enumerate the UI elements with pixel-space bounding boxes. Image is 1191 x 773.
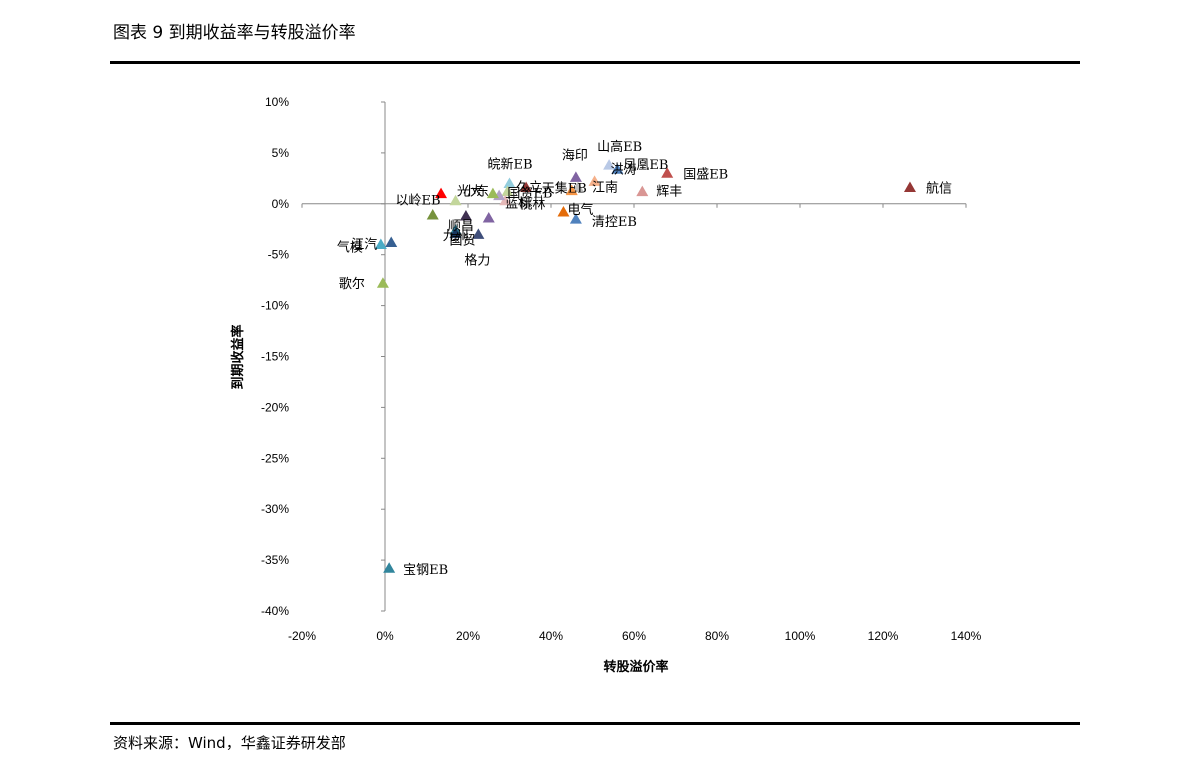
y-tick-label: 10% [265,95,289,109]
data-point [503,177,516,188]
data-point [903,181,916,193]
data-point [385,236,398,247]
point-label: 国盛EB [683,167,728,182]
point-label: 宝钢EB [403,563,448,578]
x-axis-title: 转股溢价率 [603,659,668,675]
point-label: 海印 [562,148,588,163]
x-tick-label: 20% [456,629,480,643]
data-point [449,227,462,238]
y-tick-label: -15% [261,350,289,364]
y-tick-label: -30% [261,502,289,516]
point-label: 小东 [463,185,489,200]
data-point [482,212,495,223]
figure-title: 图表 9 到期收益率与转股溢价率 [113,23,356,43]
x-tick-label: 140% [951,629,982,643]
bottom-rule [110,722,1080,725]
point-label: 光大 [457,185,483,200]
point-label: 航信 [926,181,952,197]
y-tick-label: -20% [261,400,289,414]
point-label: 国资EB [507,187,552,202]
data-point [426,208,439,220]
x-tick-label: 60% [622,629,646,643]
data-point [499,194,512,206]
point-label: 电气 [567,202,593,218]
data-point [383,562,396,573]
y-tick-label: -5% [268,248,290,262]
data-point [569,171,582,182]
point-label: 山高EB [597,139,642,155]
x-tick-label: 80% [705,629,729,643]
point-label: 久立 [516,181,542,196]
data-point [611,163,624,174]
point-label: 九州 [443,229,469,244]
point-label: 天集EB [542,181,587,197]
data-point [661,167,674,178]
data-point [636,185,649,197]
data-point [459,210,472,221]
tick-labels: 10% 5% 0% -5% -10% -15% -20% -25% -30% -35% -40% -2… [261,95,982,643]
y-axis-title: 到期收益率 [230,324,246,389]
y-tick-label: -25% [261,451,289,465]
data-point [501,185,514,197]
y-tick-label: 5% [272,146,290,160]
point-label: 格力 [464,252,490,268]
y-tick-label: -10% [261,299,289,313]
top-rule [110,61,1080,64]
point-label: 桃林 [519,198,545,213]
y-tick-label: -40% [261,604,289,618]
point-label: 以岭EB [396,194,441,209]
data-point [374,238,387,250]
data-points [374,159,916,573]
point-label: 顺昌 [448,219,474,234]
data-point [486,187,499,199]
data-point [569,213,582,224]
point-label: 洪涛 [611,161,637,177]
source-note: 资料来源：Wind，华鑫证券研发部 [113,734,346,752]
data-point [571,181,584,193]
x-tick-label: 100% [785,629,816,643]
point-label: 辉丰 [656,185,682,200]
data-point [435,187,448,199]
point-label: 凤凰EB [623,158,668,173]
axes [301,101,967,612]
point-label: 皖新EB [488,156,533,172]
point-label: 清控EB [592,215,637,230]
point-label: 江南 [592,180,618,196]
data-point [565,184,578,196]
point-label: 歌尔 [339,277,365,292]
x-tick-label: 120% [868,629,899,643]
data-point [472,228,485,239]
data-point [520,181,533,193]
data-point [449,194,462,206]
y-tick-label: -35% [261,553,289,567]
data-point [588,175,601,186]
data-point [557,205,570,217]
point-label: 江汽 [351,237,377,252]
x-tick-label: -20% [288,629,316,643]
point-label: 蓝标 [505,197,531,212]
data-point [376,277,389,288]
point-label: 国贸 [450,233,476,248]
data-point [603,159,616,170]
x-tick-label: 40% [539,629,563,643]
y-tick-label: 0% [272,197,290,211]
x-tick-label: 0% [376,629,394,643]
point-label: 气模 [337,240,363,256]
